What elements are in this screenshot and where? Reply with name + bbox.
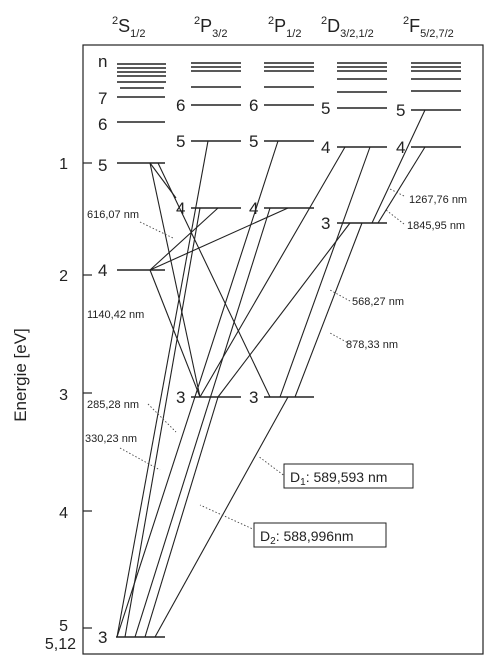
leader-line [139,221,174,239]
leader-line [329,289,351,302]
level-label: 5 [249,132,258,151]
d1-box [283,463,414,489]
transition-line [144,396,219,638]
y-tick-label: 5,12 [45,636,76,653]
transition-line [149,207,289,271]
transition-line [149,162,201,398]
d2-box [253,522,387,548]
column-header-f: 2F5/2,7/2 [403,15,454,40]
level-label: 4 [98,261,107,280]
transition-line [377,146,426,224]
level-label: 6 [98,115,107,134]
level-label: 4 [321,138,330,157]
d1-label: D1: 589,593 nm [290,469,387,488]
high-n-levels [117,62,461,83]
y-tick-label: 2 [59,268,68,285]
leader-line [257,455,287,478]
wavelength-label: 878,33 nm [346,339,398,351]
y-tick-label: 4 [59,505,68,522]
transition-line [157,162,271,398]
wavelength-label: 1845,95 nm [407,220,465,232]
column-headers: 2S1/2 2P3/2 2P1/2 2D3/2,1/2 2F5/2,7/2 [112,15,454,40]
d2-label: D2: 588,996nm [260,528,354,547]
level-label-n: n [98,52,107,71]
transition-line [199,146,346,398]
transition-line [279,146,371,398]
leader-line [119,447,161,471]
wavelength-labels: 616,07 nm 1140,42 nm 285,28 nm 330,23 nm… [85,194,467,445]
wavelength-label: 1140,42 nm [87,309,144,321]
wavelength-label: 330,23 nm [85,433,137,445]
transition-line [154,396,289,638]
leader-line [199,504,256,531]
d1-label-box: D1: 589,593 nm [283,463,414,489]
transition-line [116,140,279,638]
transitions [116,109,426,638]
level-label: 3 [249,388,258,407]
transition-line [116,140,209,638]
transition-line [371,109,426,224]
level-label: 7 [98,89,107,108]
y-axis-title: Energie [eV] [11,328,30,422]
d2-label-box: D2: 588,996nm [253,522,387,548]
level-label: 4 [249,199,258,218]
leader-line [385,209,405,225]
energy-levels [116,96,461,638]
column-header-p12: 2P1/2 [268,15,301,40]
y-tick-label: 5 [59,618,68,635]
level-labels: n 7 6 5 4 3 6 5 4 3 6 5 4 3 5 4 3 5 4 [98,52,405,647]
wavelength-label: 616,07 nm [87,209,139,221]
wavelength-label: 568,27 nm [352,296,404,308]
transition-line [124,207,201,638]
level-label: 3 [321,214,330,233]
transition-line [217,222,351,398]
level-label: 4 [176,199,185,218]
leader-line [147,403,177,433]
label-leaders [119,187,405,531]
y-tick-label: 3 [59,387,68,404]
upper-levels [120,78,461,93]
level-label: 5 [396,101,405,120]
y-tick-label: 1 [59,156,68,173]
level-label: 5 [98,156,107,175]
level-label: 6 [176,96,185,115]
leader-line [329,332,351,345]
diagram-frame [82,44,484,655]
leader-line [387,187,405,197]
level-label: 3 [98,628,107,647]
transition-line [149,269,201,398]
transition-line [134,207,271,638]
column-header-p32: 2P3/2 [194,15,227,40]
level-label: 5 [176,132,185,151]
column-header-d: 2D3/2,1/2 [321,15,374,40]
transition-line [294,222,363,398]
y-axis-ticks [83,162,92,629]
level-label: 4 [396,138,405,157]
wavelength-label: 285,28 nm [87,399,139,411]
column-header-s12: 2S1/2 [112,15,145,40]
level-label: 5 [321,99,330,118]
transition-line [149,207,219,271]
y-axis-tick-labels: 1 2 3 4 5 5,12 [45,156,76,653]
level-label: 6 [249,96,258,115]
wavelength-label: 1267,76 nm [409,194,467,206]
level-label: 3 [176,388,185,407]
